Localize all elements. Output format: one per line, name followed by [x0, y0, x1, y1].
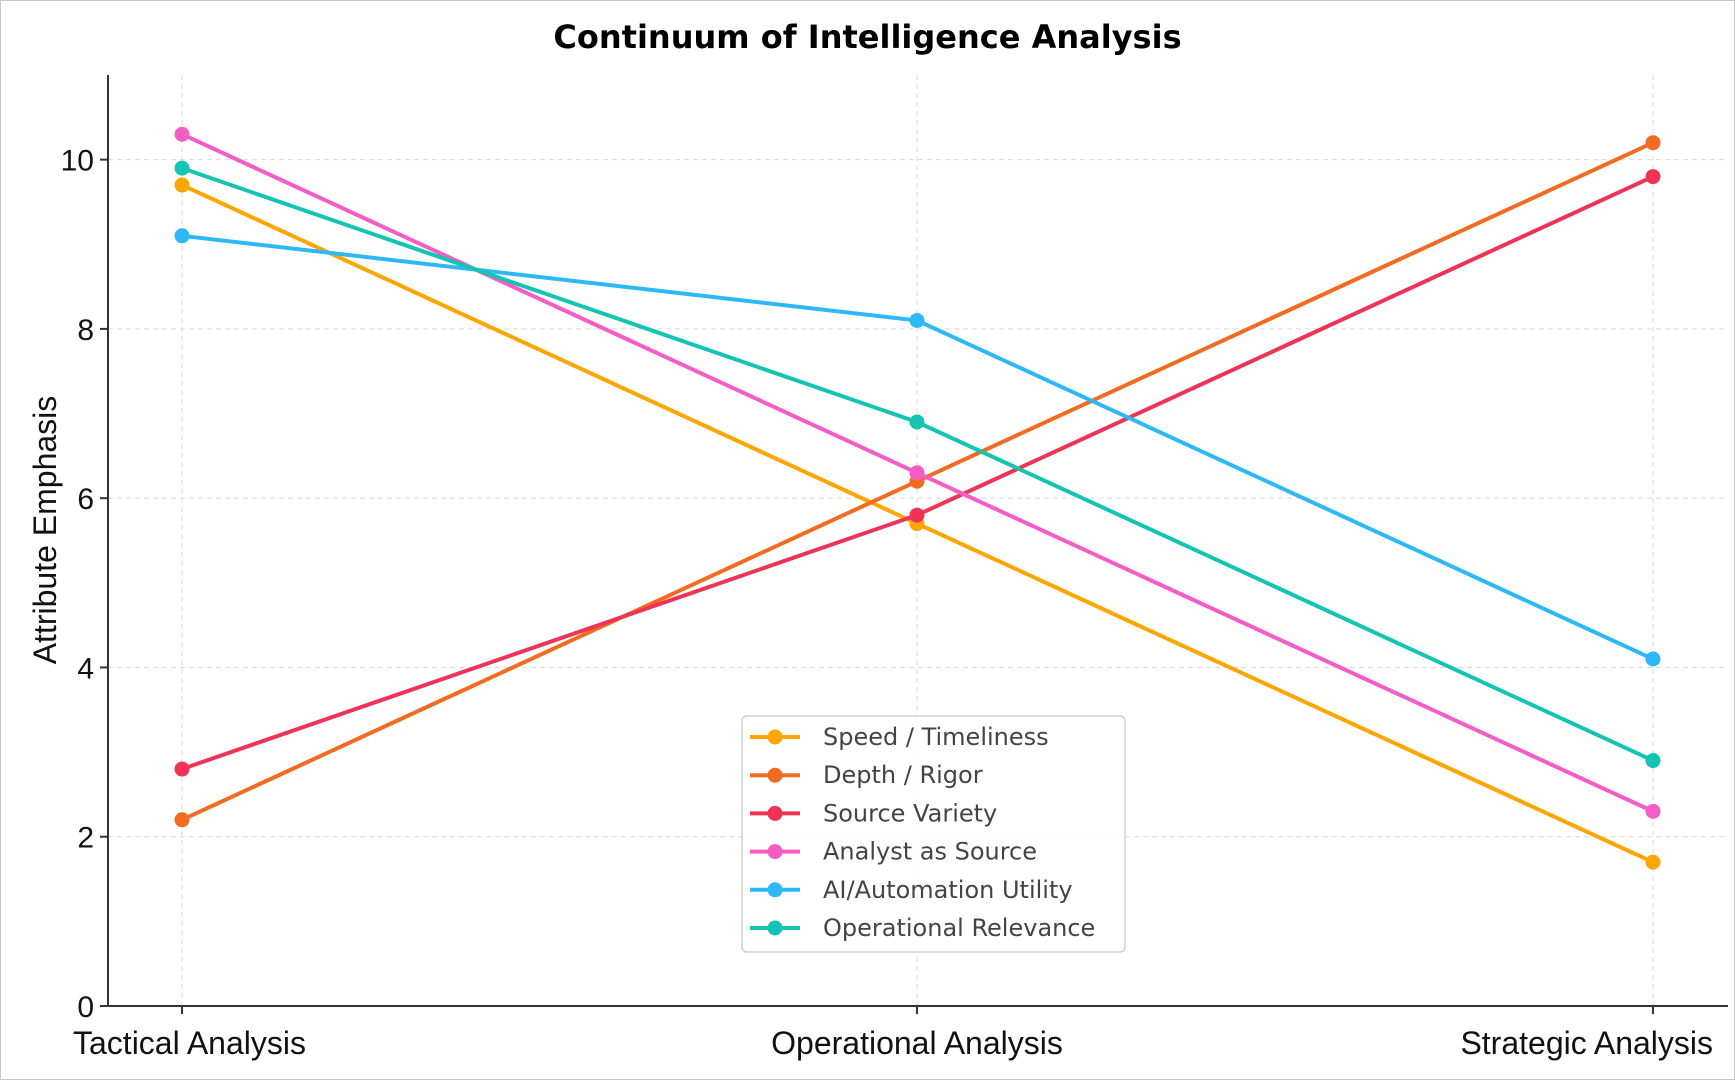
legend-item: Source Variety	[750, 799, 997, 827]
series-4	[174, 228, 1661, 667]
y-tick-label: 2	[77, 822, 94, 855]
series-layer	[174, 126, 1661, 870]
data-point	[174, 177, 190, 193]
legend-item: Depth / Rigor	[750, 761, 983, 789]
data-point	[174, 228, 190, 244]
series-1	[174, 135, 1661, 828]
data-point	[909, 507, 925, 523]
legend-label: Speed / Timeliness	[823, 723, 1049, 751]
legend-swatch-marker	[767, 729, 783, 745]
y-tick-label: 6	[77, 483, 94, 516]
data-point	[909, 414, 925, 430]
legend-swatch-marker	[767, 805, 783, 821]
data-point	[1645, 854, 1661, 870]
legend-box	[741, 715, 1126, 953]
x-tick-label: Strategic Analysis	[1460, 1025, 1713, 1061]
data-point	[909, 312, 925, 328]
legend-swatch-marker	[767, 882, 783, 898]
legend-label: Operational Relevance	[823, 914, 1095, 942]
y-tick-label: 4	[77, 652, 94, 685]
data-point	[1645, 169, 1661, 185]
legend-swatch-marker	[767, 844, 783, 860]
legend: Speed / Timeliness Depth / Rigor Source Va…	[741, 715, 1126, 953]
data-point	[1645, 135, 1661, 151]
data-point	[174, 761, 190, 777]
legend-label: AI/Automation Utility	[823, 876, 1073, 904]
series-0	[174, 177, 1661, 870]
legend-item: Operational Relevance	[750, 914, 1095, 942]
legend-item: Speed / Timeliness	[750, 723, 1049, 751]
series-2	[174, 169, 1661, 777]
legend-swatch-marker	[767, 920, 783, 936]
data-point	[174, 160, 190, 176]
legend-swatch-marker	[767, 767, 783, 783]
x-ticks: Tactical Analysis Operational Analysis Str…	[73, 1006, 1713, 1061]
series-5	[174, 160, 1661, 769]
y-ticks: 0 2 4 6 8 10	[61, 145, 108, 1024]
data-point	[1645, 651, 1661, 667]
legend-label: Analyst as Source	[823, 838, 1037, 866]
legend-label: Depth / Rigor	[823, 761, 983, 789]
series-3	[174, 126, 1661, 819]
data-point	[1645, 803, 1661, 819]
x-tick-label: Operational Analysis	[771, 1025, 1063, 1061]
y-tick-label: 0	[77, 991, 94, 1024]
legend-item: AI/Automation Utility	[750, 876, 1073, 904]
legend-label: Source Variety	[823, 799, 997, 827]
chart-title: Continuum of Intelligence Analysis	[553, 18, 1182, 56]
data-point	[909, 465, 925, 481]
data-point	[174, 812, 190, 828]
y-tick-label: 10	[61, 145, 94, 178]
x-tick-label: Tactical Analysis	[73, 1025, 306, 1061]
legend-item: Analyst as Source	[750, 838, 1037, 866]
data-point	[174, 126, 190, 142]
grid-layer	[108, 75, 1728, 1006]
data-point	[1645, 753, 1661, 769]
y-tick-label: 8	[77, 314, 94, 347]
y-axis-label: Attribute Emphasis	[27, 396, 63, 665]
